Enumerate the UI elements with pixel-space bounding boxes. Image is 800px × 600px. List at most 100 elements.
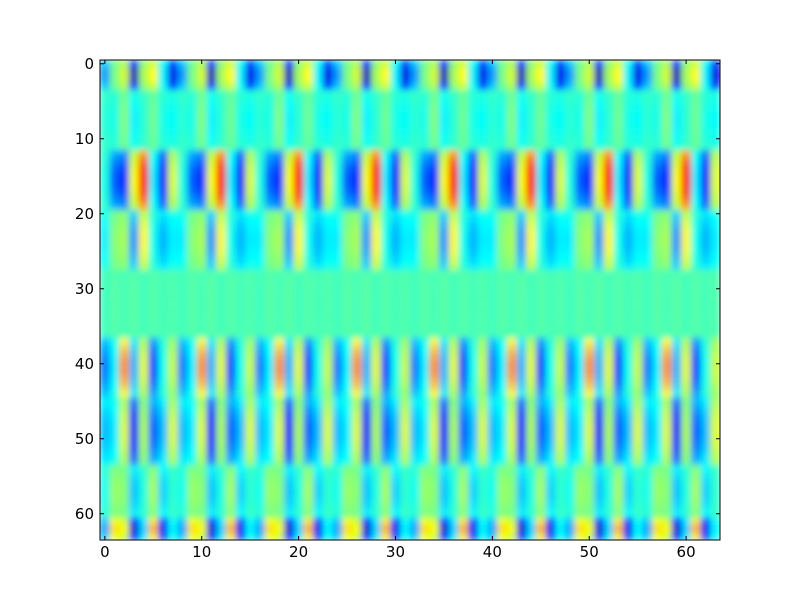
heatmap-cell [671,120,682,129]
heatmap-cell [652,97,663,106]
heatmap-cell [710,367,720,376]
heatmap-cell [623,427,634,436]
heatmap-cell [274,480,285,489]
heatmap-cell [410,105,421,114]
heatmap-cell [439,127,450,136]
heatmap-cell [410,300,421,309]
heatmap-cell [429,217,440,226]
heatmap-cell [313,367,324,376]
heatmap-cell [574,247,585,256]
heatmap-cell [264,360,275,369]
heatmap-cell [167,472,179,481]
heatmap-cell [303,82,314,91]
heatmap-cell [371,375,382,384]
heatmap-cell [487,180,498,189]
heatmap-cell [506,240,518,249]
heatmap-cell [342,142,353,151]
heatmap-cell [468,345,479,354]
heatmap-cell [351,262,363,271]
heatmap-cell [574,217,585,226]
heatmap-cell [700,517,711,526]
heatmap-cell [167,435,179,444]
heatmap-cell [603,150,615,159]
heatmap-cell [138,112,150,121]
heatmap-cell [419,187,430,196]
heatmap-cell [448,90,460,99]
heatmap-cell [129,360,140,369]
heatmap-cell [671,390,682,399]
heatmap-cell [284,450,295,459]
heatmap-cell [623,180,634,189]
heatmap-cell [138,397,150,406]
heatmap-cell [235,382,246,391]
heatmap-cell [158,480,169,489]
heatmap-cell [303,172,314,181]
heatmap-cell [642,292,653,301]
heatmap-cell [158,330,169,339]
heatmap-cell [710,525,720,534]
heatmap-cell [642,427,653,436]
heatmap-cell [574,195,585,204]
heatmap-cell [710,112,720,121]
heatmap-cell [167,292,179,301]
heatmap-cell [690,390,702,399]
heatmap-cell [584,375,595,384]
heatmap-cell [487,187,498,196]
heatmap-cell [642,510,653,519]
heatmap-cell [255,300,266,309]
heatmap-cell [138,247,150,256]
heatmap-cell [429,360,440,369]
heatmap-cell [216,210,227,219]
heatmap-cell [526,412,537,421]
heatmap-cell [439,367,450,376]
heatmap-cell [303,225,314,234]
heatmap-cell [584,187,595,196]
heatmap-cell [177,97,188,106]
heatmap-cell [293,352,305,361]
heatmap-cell [342,60,353,69]
heatmap-cell [361,240,372,249]
heatmap-cell [487,75,498,84]
heatmap-cell [535,240,547,249]
heatmap-cell [342,120,353,129]
heatmap-cell [671,315,682,324]
heatmap-cell [632,525,644,534]
heatmap-cell [129,525,140,534]
heatmap-cell [661,262,673,271]
heatmap-cell [623,382,634,391]
heatmap-cell [284,292,295,301]
heatmap-cell [158,495,169,504]
heatmap-cell [419,202,430,211]
heatmap-cell [255,330,266,339]
heatmap-cell [458,382,469,391]
heatmap-cell [700,262,711,271]
heatmap-cell [545,180,556,189]
heatmap-cell [594,457,605,466]
heatmap-cell [274,217,285,226]
heatmap-cell [187,315,198,324]
heatmap-cell [158,517,169,526]
heatmap-cell [690,285,702,294]
heatmap-cell [351,517,363,526]
heatmap-cell [158,502,169,511]
heatmap-cell [632,240,644,249]
heatmap-cell [196,322,208,331]
heatmap-cell [584,427,595,436]
heatmap-cell [177,112,188,121]
heatmap-cell [477,390,489,399]
heatmap-cell [681,270,692,279]
heatmap-cell [361,232,372,241]
heatmap-cell [274,202,285,211]
heatmap-cell [177,457,188,466]
heatmap-cell [303,232,314,241]
heatmap-cell [293,142,305,151]
heatmap-cell [371,532,382,540]
heatmap-cell [361,210,372,219]
heatmap-cell [245,532,256,540]
heatmap-cell [380,232,392,241]
heatmap-cell [506,270,518,279]
heatmap-cell [516,240,527,249]
heatmap-cell [652,487,663,496]
heatmap-cell [216,442,227,451]
heatmap-cell [187,465,198,474]
